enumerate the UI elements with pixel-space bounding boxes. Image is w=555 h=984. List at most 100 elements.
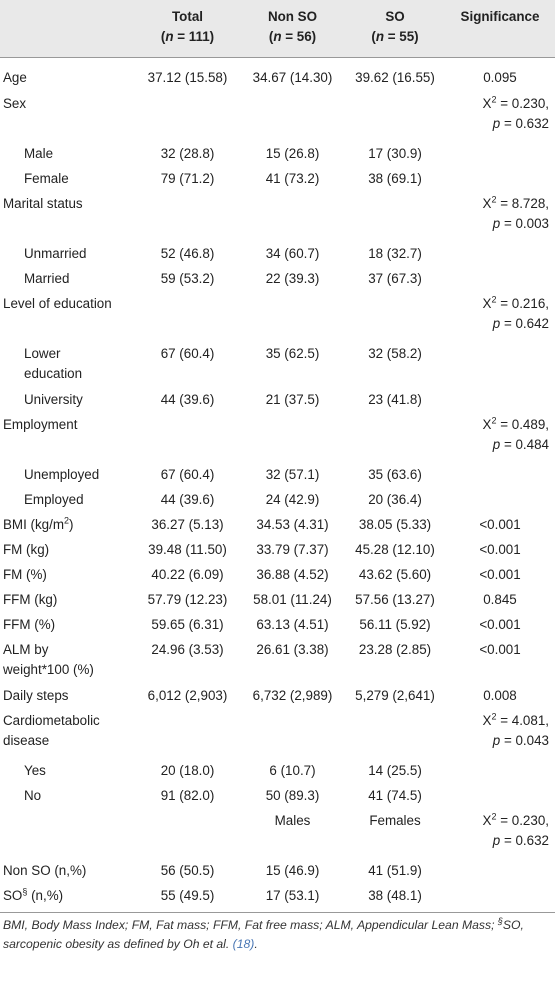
row-label: Unmarried [24, 246, 87, 261]
cell-so: 23 (41.8) [368, 392, 422, 407]
cell-significance: X2 = 4.081, p = 0.043 [482, 711, 549, 748]
cell-nonso: 34.53 (4.31) [256, 517, 329, 532]
table-row: Cardiometabolic disease X2 = 4.081, p = 0… [0, 707, 555, 757]
cell-total: 37.12 (15.58) [147, 69, 228, 85]
cell-nonso: 15 (46.9) [265, 863, 320, 878]
cell-so: 17 (30.9) [368, 146, 422, 161]
row-label: Sex [3, 96, 27, 111]
cell-significance: <0.001 [479, 642, 521, 657]
row-label: No [24, 788, 42, 803]
cell-nonso: 34.67 (14.30) [252, 69, 333, 85]
header-total-n: (n = 111) [160, 29, 215, 44]
table-row: FFM (%) 59.65 (6.31) 63.13 (4.51) 56.11 … [0, 611, 555, 636]
row-label: SO§ (n,%) [0, 882, 135, 913]
cell-significance: X2 = 0.230, p = 0.632 [482, 94, 549, 131]
cell-nonso: 34 (60.7) [265, 246, 320, 261]
cell-so: 45.28 (12.10) [355, 542, 435, 557]
cell-so: 32 (58.2) [368, 346, 422, 361]
cell-so: 41 (51.9) [368, 863, 422, 878]
cell-significance: X2 = 8.728, p = 0.003 [482, 194, 549, 231]
cell-so: 57.56 (13.27) [355, 592, 435, 607]
cell-total: 79 (71.2) [160, 171, 215, 186]
cell-significance: 0.845 [483, 592, 517, 607]
header-total: Total (n = 111) [135, 0, 240, 58]
header-significance: Significance [445, 0, 555, 58]
table-row: Unemployed 67 (60.4) 32 (57.1) 35 (63.6) [0, 461, 555, 486]
table-row: Marital status X2 = 8.728, p = 0.003 [0, 190, 555, 240]
row-label: BMI (kg/m2) [3, 515, 74, 532]
cell-so: 37 (67.3) [368, 271, 422, 286]
cell-significance: X2 = 0.230, p = 0.632 [482, 811, 549, 848]
header-so-n: (n = 55) [371, 29, 419, 44]
row-label: Unemployed [24, 467, 100, 482]
cell-so: 5,279 (2,641) [355, 688, 435, 703]
table-row: Level of education X2 = 0.216, p = 0.642 [0, 290, 555, 340]
cell-nonso: 22 (39.3) [265, 271, 320, 286]
cell-significance: 0.008 [483, 688, 517, 703]
table-row: FM (%) 40.22 (6.09) 36.88 (4.52) 43.62 (… [0, 561, 555, 586]
cell-total: 6,012 (2,903) [147, 688, 228, 703]
cell-significance: <0.001 [479, 567, 521, 582]
cell-so: 20 (36.4) [368, 492, 422, 507]
cell-nonso: 63.13 (4.51) [256, 617, 329, 632]
header-so: SO (n = 55) [345, 0, 445, 58]
cell-nonso: 50 (89.3) [265, 788, 320, 803]
cell-nonso: 15 (26.8) [265, 146, 320, 161]
cell-total: 40.22 (6.09) [151, 567, 224, 582]
cell-total: 56 (50.5) [160, 863, 215, 878]
row-label: Employment [3, 417, 78, 432]
cell-females: Females [369, 813, 421, 828]
table-row: Married 59 (53.2) 22 (39.3) 37 (67.3) [0, 265, 555, 290]
cell-so: 14 (25.5) [368, 763, 422, 778]
cell-so: 23.28 (2.85) [358, 642, 432, 657]
reference-link[interactable]: (18) [232, 937, 255, 951]
cell-total: 59.65 (6.31) [151, 617, 224, 632]
cell-nonso: 6 (10.7) [269, 763, 316, 778]
table-row: Age 37.12 (15.58) 34.67 (14.30) 39.62 (1… [0, 57, 555, 90]
cell-nonso: 33.79 (7.37) [256, 542, 329, 557]
table-header: Total (n = 111) Non SO (n = 56) SO (n = … [0, 0, 555, 58]
row-label: Lower education [24, 346, 83, 381]
row-label: Yes [24, 763, 46, 778]
row-label: Daily steps [3, 688, 69, 703]
row-label: FFM (%) [3, 617, 56, 632]
cell-significance: X2 = 0.216, p = 0.642 [482, 294, 549, 331]
cell-significance: <0.001 [479, 542, 521, 557]
cell-significance: <0.001 [479, 617, 521, 632]
row-label: Marital status [3, 196, 83, 211]
cell-so: 38 (69.1) [368, 171, 422, 186]
table-row: Lower education 67 (60.4) 35 (62.5) 32 (5… [0, 340, 555, 386]
cell-so: 38.05 (5.33) [358, 517, 432, 532]
cell-significance: X2 = 0.489, p = 0.484 [482, 415, 549, 452]
cell-total: 57.79 (12.23) [147, 592, 228, 607]
cell-nonso: 35 (62.5) [265, 346, 320, 361]
row-label: Level of education [3, 296, 112, 311]
cell-nonso: 17 (53.1) [240, 882, 345, 913]
table-row: FFM (kg) 57.79 (12.23) 58.01 (11.24) 57.… [0, 586, 555, 611]
header-total-label: Total [172, 9, 203, 24]
table-row: FM (kg) 39.48 (11.50) 33.79 (7.37) 45.28… [0, 536, 555, 561]
header-empty [0, 0, 135, 58]
cell-total: 67 (60.4) [160, 467, 215, 482]
table-row: No 91 (82.0) 50 (89.3) 41 (74.5) [0, 782, 555, 807]
cell-total: 59 (53.2) [160, 271, 215, 286]
row-label: FFM (kg) [3, 592, 58, 607]
cell-nonso: 58.01 (11.24) [253, 592, 332, 607]
header-nonso-n: (n = 56) [268, 29, 317, 44]
table-row: Unmarried 52 (46.8) 34 (60.7) 18 (32.7) [0, 240, 555, 265]
cell-nonso: 26.61 (3.38) [256, 642, 329, 657]
cell-total: 20 (18.0) [160, 763, 215, 778]
cell-so: 35 (63.6) [368, 467, 422, 482]
row-label: Married [24, 271, 70, 286]
table-footnote: BMI, Body Mass Index; FM, Fat mass; FFM,… [3, 915, 524, 951]
cell-total: 44 (39.6) [160, 492, 215, 507]
cell-total: 32 (28.8) [160, 146, 215, 161]
cell-nonso: 6,732 (2,989) [252, 688, 333, 703]
cell-total: 44 (39.6) [160, 392, 215, 407]
cell-so: 43.62 (5.60) [358, 567, 432, 582]
table-row: Employed 44 (39.6) 24 (42.9) 20 (36.4) [0, 486, 555, 511]
cell-males: Males [274, 813, 311, 828]
table-row: Male 32 (28.8) 15 (26.8) 17 (30.9) [0, 140, 555, 165]
cell-total: 91 (82.0) [160, 788, 215, 803]
cell-significance: 0.095 [483, 69, 517, 85]
